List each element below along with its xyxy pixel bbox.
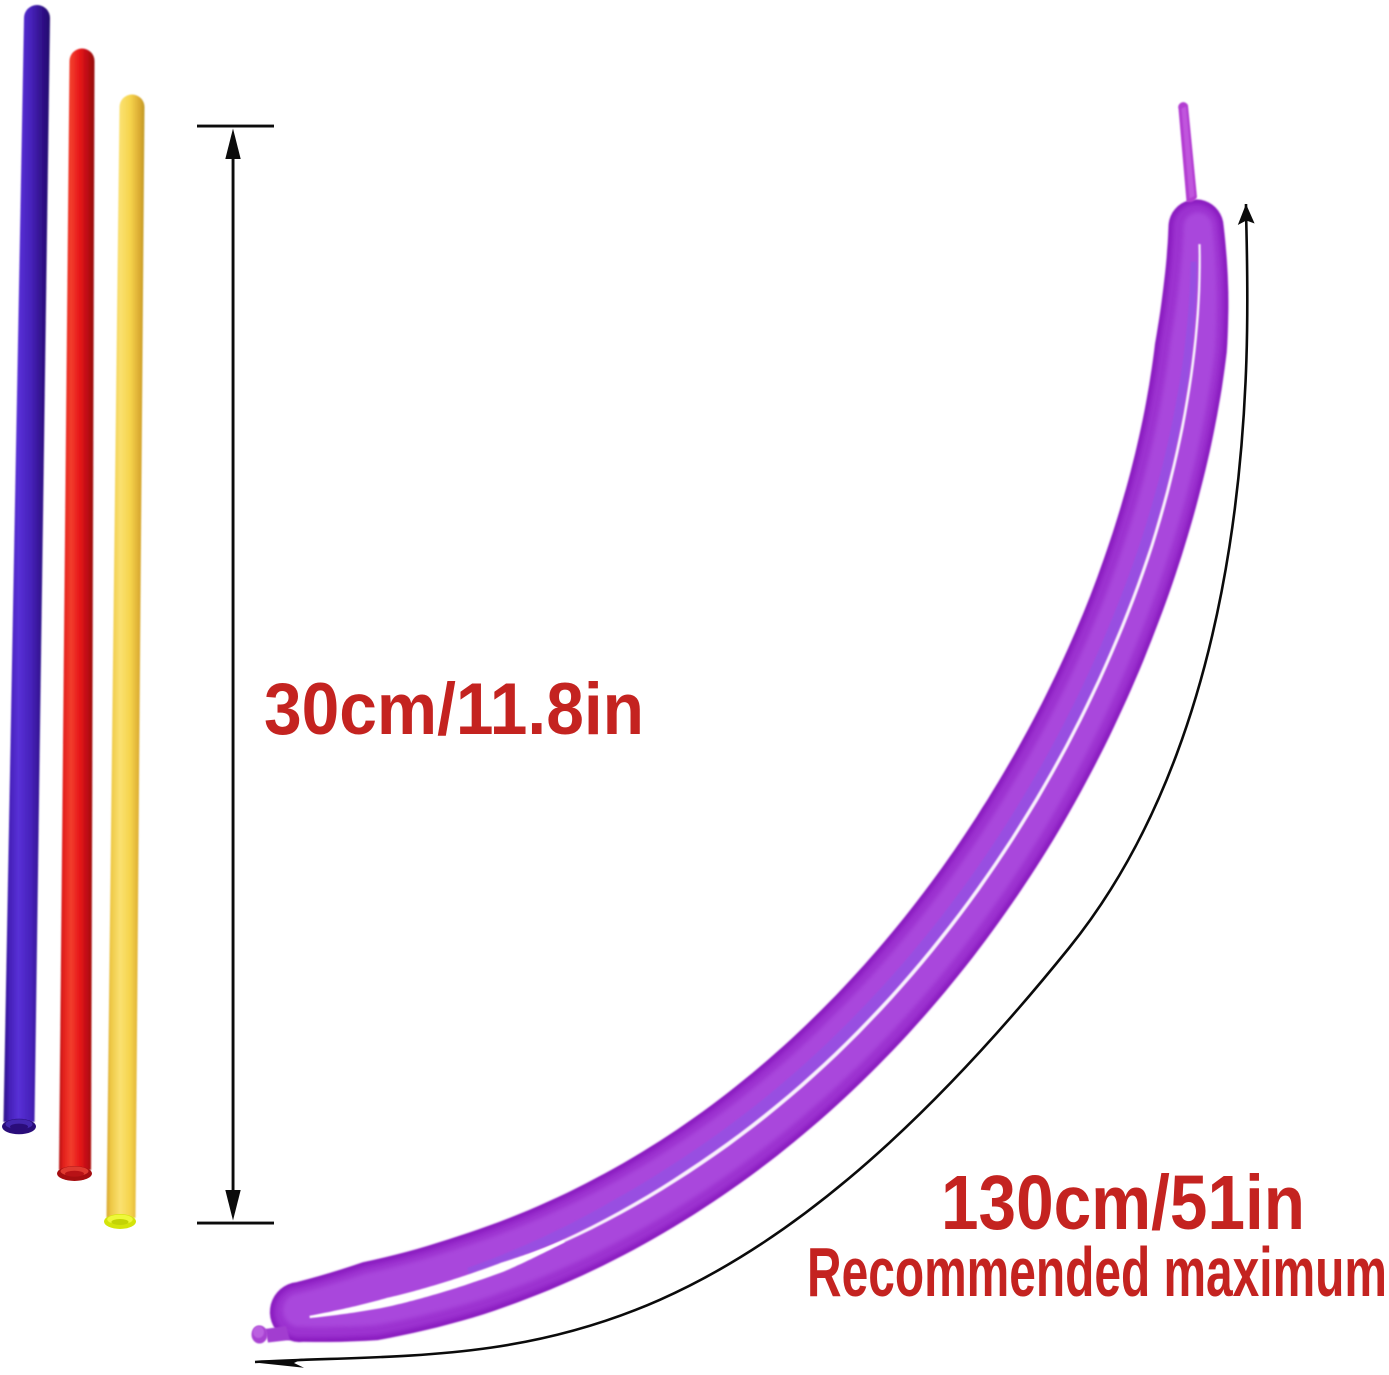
svg-text:30cm/11.8in: 30cm/11.8in	[264, 669, 644, 750]
svg-text:Recommended maximum: Recommended maximum	[807, 1233, 1387, 1311]
svg-text:130cm/51in: 130cm/51in	[941, 1160, 1305, 1246]
